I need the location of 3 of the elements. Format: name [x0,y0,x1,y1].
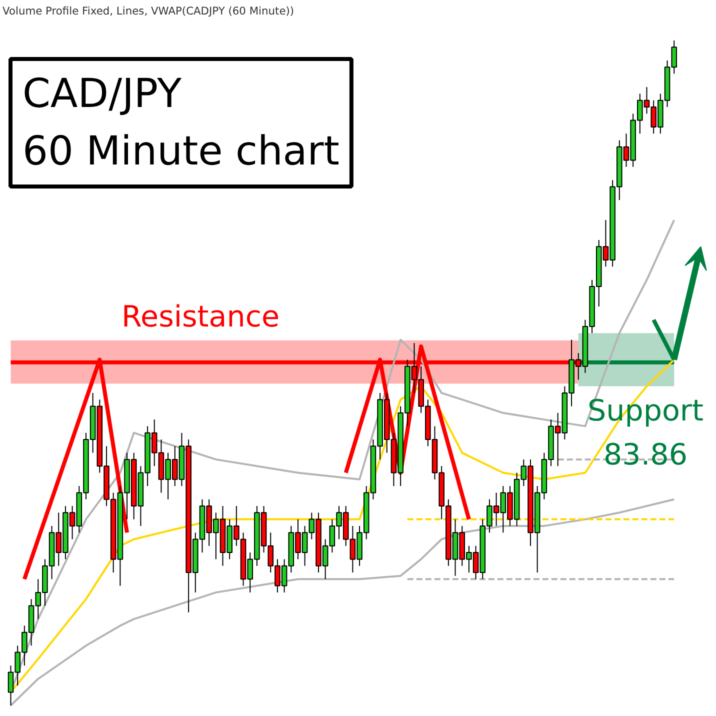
text: CAD/JPY 60 Minute chart [22,71,340,174]
chart-subtitle: Volume Profile Fixed, Lines, VWAP(CADJPY (60 Minute)) [2,4,294,18]
annotation: Resistance [121,300,280,334]
